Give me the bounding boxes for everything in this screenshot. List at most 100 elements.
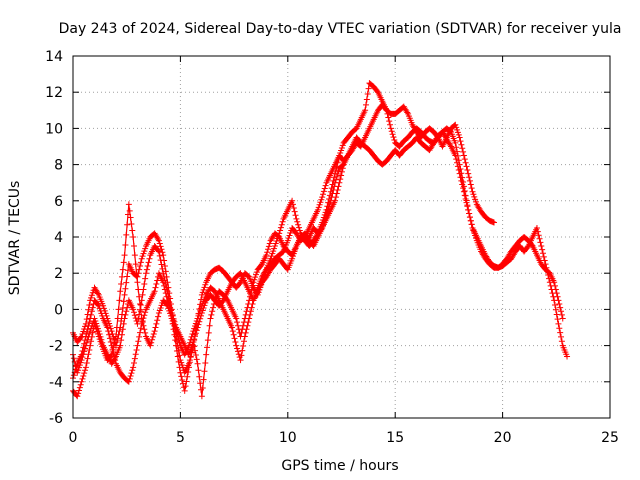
data-point-marker: [555, 320, 562, 327]
data-point-marker: [115, 306, 122, 313]
data-point-marker: [122, 285, 129, 292]
data-point-marker: [95, 302, 102, 309]
data-point-marker: [107, 352, 114, 359]
data-point-marker: [277, 227, 284, 234]
data-point-marker: [382, 106, 389, 113]
data-point-marker: [91, 320, 98, 327]
data-point-marker: [228, 324, 235, 331]
data-point-marker: [338, 172, 345, 179]
data-point-marker: [122, 241, 129, 248]
data-point-marker: [198, 312, 205, 319]
y-tick-label: 4: [54, 230, 63, 246]
data-point-marker: [82, 337, 89, 344]
data-point-marker: [461, 188, 468, 195]
data-point-marker: [97, 338, 104, 345]
data-point-marker: [237, 357, 244, 364]
data-point-marker: [203, 351, 210, 358]
data-point-marker: [390, 134, 397, 141]
data-point-marker: [85, 351, 92, 358]
data-point-marker: [253, 269, 260, 276]
data-point-marker: [290, 250, 297, 257]
data-point-marker: [98, 310, 105, 317]
data-point-marker: [80, 328, 87, 335]
data-point-marker: [85, 306, 92, 313]
data-point-marker: [324, 209, 331, 216]
data-point-marker: [84, 326, 91, 333]
data-point-marker: [187, 346, 194, 353]
y-tick-label: -6: [49, 411, 63, 427]
data-point-marker: [456, 161, 463, 168]
data-point-marker: [363, 96, 370, 103]
data-point-marker: [232, 338, 239, 345]
data-point-marker: [289, 201, 296, 208]
data-point-marker: [210, 304, 217, 311]
data-point-marker: [458, 141, 465, 148]
data-point-marker: [199, 384, 206, 391]
data-point-marker: [181, 387, 188, 394]
data-point-marker: [194, 360, 201, 367]
data-point-marker: [88, 311, 95, 318]
data-point-marker: [81, 340, 88, 347]
data-point-marker: [171, 318, 178, 325]
data-point-marker: [534, 228, 541, 235]
data-point-marker: [322, 214, 329, 221]
data-point-marker: [178, 373, 185, 380]
data-point-marker: [466, 210, 473, 217]
data-point-marker: [454, 126, 461, 133]
data-point-marker: [73, 363, 80, 370]
series-layer: [70, 80, 571, 400]
data-point-marker: [338, 168, 345, 175]
data-point-marker: [121, 252, 128, 259]
data-point-marker: [167, 304, 174, 311]
data-point-marker: [558, 338, 565, 345]
data-point-marker: [82, 333, 89, 340]
data-point-marker: [120, 298, 127, 305]
data-point-marker: [540, 253, 547, 260]
data-point-marker: [137, 308, 144, 315]
data-point-marker: [144, 262, 151, 269]
data-point-marker: [535, 232, 542, 239]
data-point-marker: [121, 315, 128, 322]
data-point-marker: [75, 390, 82, 397]
data-point-marker: [70, 355, 77, 362]
data-point-marker: [133, 270, 140, 277]
data-point-marker: [105, 328, 112, 335]
data-point-marker: [131, 355, 138, 362]
data-point-marker: [94, 328, 101, 335]
data-point-marker: [138, 320, 145, 327]
data-point-marker: [291, 208, 298, 215]
data-point-marker: [391, 136, 398, 143]
data-point-marker: [320, 219, 327, 226]
data-point-marker: [461, 156, 468, 163]
data-point-marker: [234, 348, 241, 355]
data-point-marker: [545, 275, 552, 282]
data-point-marker: [118, 317, 125, 324]
data-point-marker: [292, 245, 299, 252]
data-point-marker: [289, 255, 296, 262]
data-point-marker: [558, 308, 565, 315]
grid: [73, 56, 610, 418]
data-point-marker: [194, 324, 201, 331]
data-point-marker: [80, 344, 87, 351]
data-point-marker: [179, 380, 186, 387]
data-point-marker: [167, 307, 174, 314]
data-point-marker: [88, 292, 95, 299]
data-point-marker: [544, 268, 551, 275]
data-point-marker: [88, 294, 95, 301]
data-point-marker: [139, 253, 146, 260]
data-point-marker: [453, 144, 460, 151]
data-point-marker: [86, 302, 93, 309]
data-point-marker: [185, 364, 192, 371]
data-point-marker: [263, 252, 270, 259]
data-point-marker: [455, 157, 462, 164]
x-tick-label: 25: [601, 430, 619, 446]
data-point-marker: [202, 359, 209, 366]
data-point-marker: [93, 325, 100, 332]
data-point-marker: [463, 197, 470, 204]
data-point-marker: [88, 333, 95, 340]
data-point-marker: [179, 376, 186, 383]
data-point-marker: [97, 307, 104, 314]
data-point-marker: [239, 347, 246, 354]
data-point-marker: [542, 261, 549, 268]
data-point-marker: [193, 327, 200, 334]
